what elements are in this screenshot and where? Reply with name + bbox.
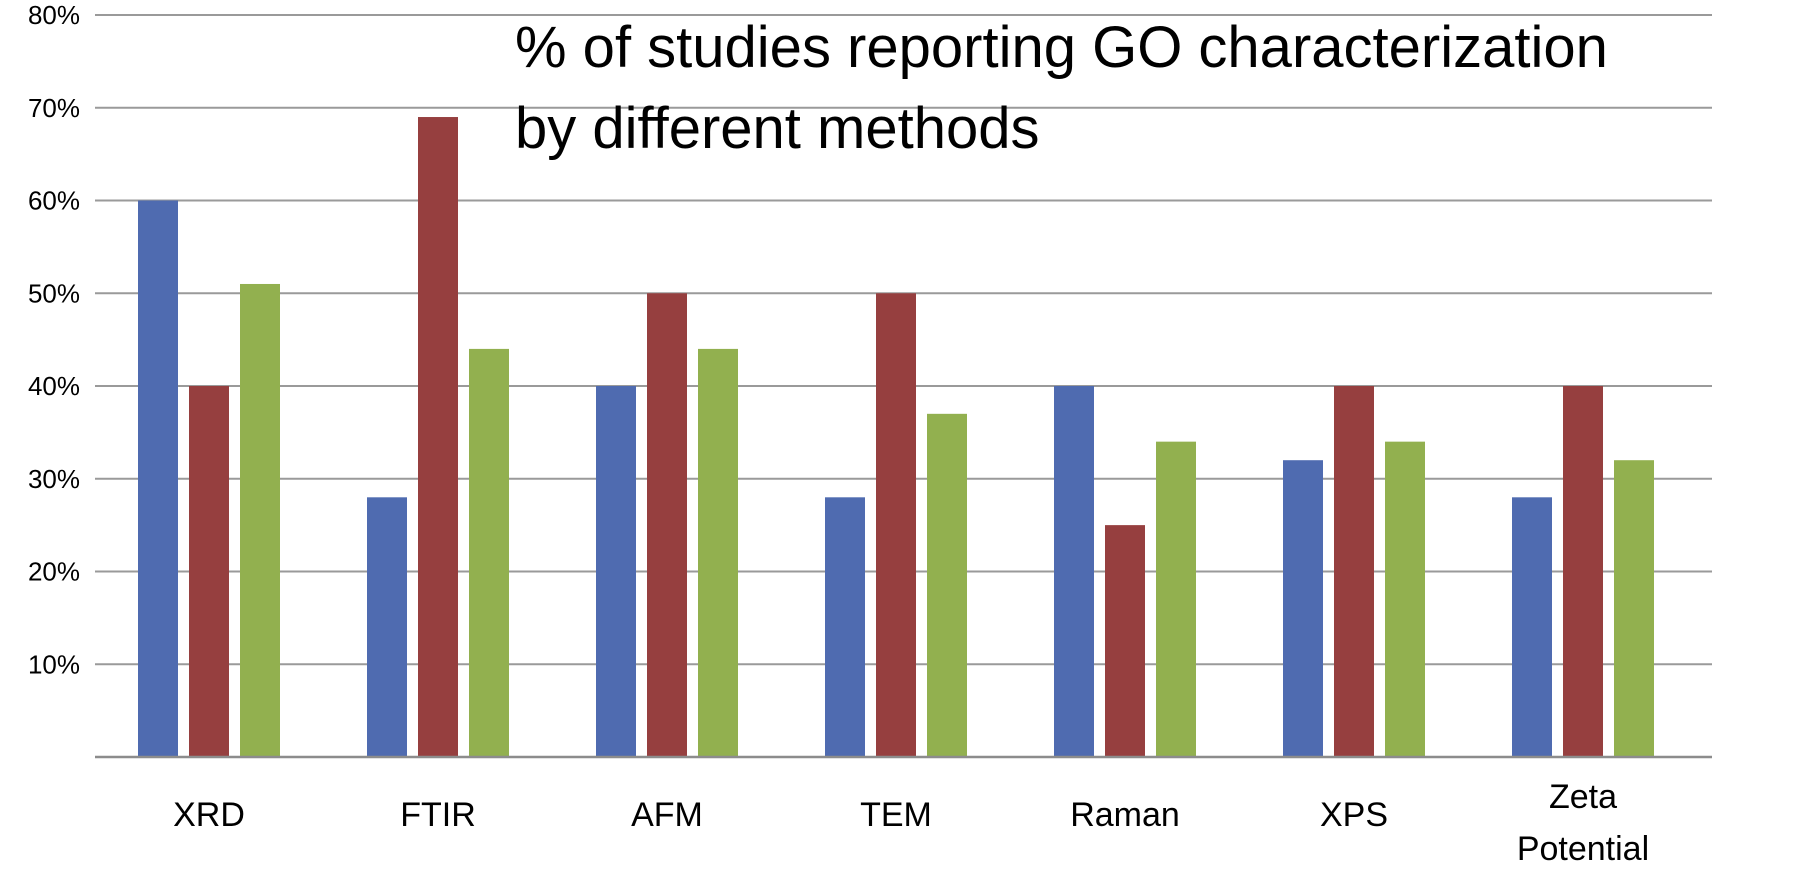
bar [825, 497, 865, 757]
bar [1283, 460, 1323, 757]
bar [240, 283, 280, 757]
bar [1156, 441, 1196, 757]
bars [138, 117, 1654, 757]
y-tick-label: 60% [28, 186, 80, 216]
bar [469, 348, 509, 757]
bar [1385, 441, 1425, 757]
bar [876, 293, 916, 757]
y-tick-label: 10% [28, 649, 80, 679]
chart-title-line-2: by different methods [515, 96, 1039, 161]
x-category-label: Zeta Potential [1517, 778, 1649, 868]
x-category-label: TEM [860, 796, 932, 834]
y-tick-label: 40% [28, 371, 80, 401]
bar [1334, 386, 1374, 757]
x-category-label: FTIR [400, 796, 476, 834]
chart-title-line-1: % of studies reporting GO characterizati… [515, 15, 1608, 80]
x-category-label: Raman [1070, 796, 1180, 834]
bar [1614, 460, 1654, 757]
x-category-label: XPS [1320, 796, 1388, 834]
bar [367, 497, 407, 757]
x-category-label: AFM [631, 796, 703, 834]
y-tick-label: 20% [28, 557, 80, 587]
bar [698, 348, 738, 757]
bar [927, 413, 967, 757]
y-tick-label: 30% [28, 464, 80, 494]
bar [1512, 497, 1552, 757]
y-tick-label: 80% [28, 0, 80, 30]
bar [138, 200, 178, 757]
bar [418, 117, 458, 757]
chart-title: % of studies reporting GO characterizati… [515, 15, 1624, 161]
bar [1105, 525, 1145, 757]
bar [596, 386, 636, 757]
x-category-label: XRD [173, 796, 245, 834]
bar [647, 293, 687, 757]
bar [1563, 386, 1603, 757]
y-tick-label: 70% [28, 93, 80, 123]
bar [1054, 386, 1094, 757]
x-axis-category-labels: XRD FTIR AFM TEM Raman XPS Zeta Potential [173, 778, 1649, 868]
bar [189, 386, 229, 757]
y-axis-tick-labels: 10% 20% 30% 40% 50% 60% 70% 80% [28, 0, 80, 679]
y-tick-label: 50% [28, 278, 80, 308]
